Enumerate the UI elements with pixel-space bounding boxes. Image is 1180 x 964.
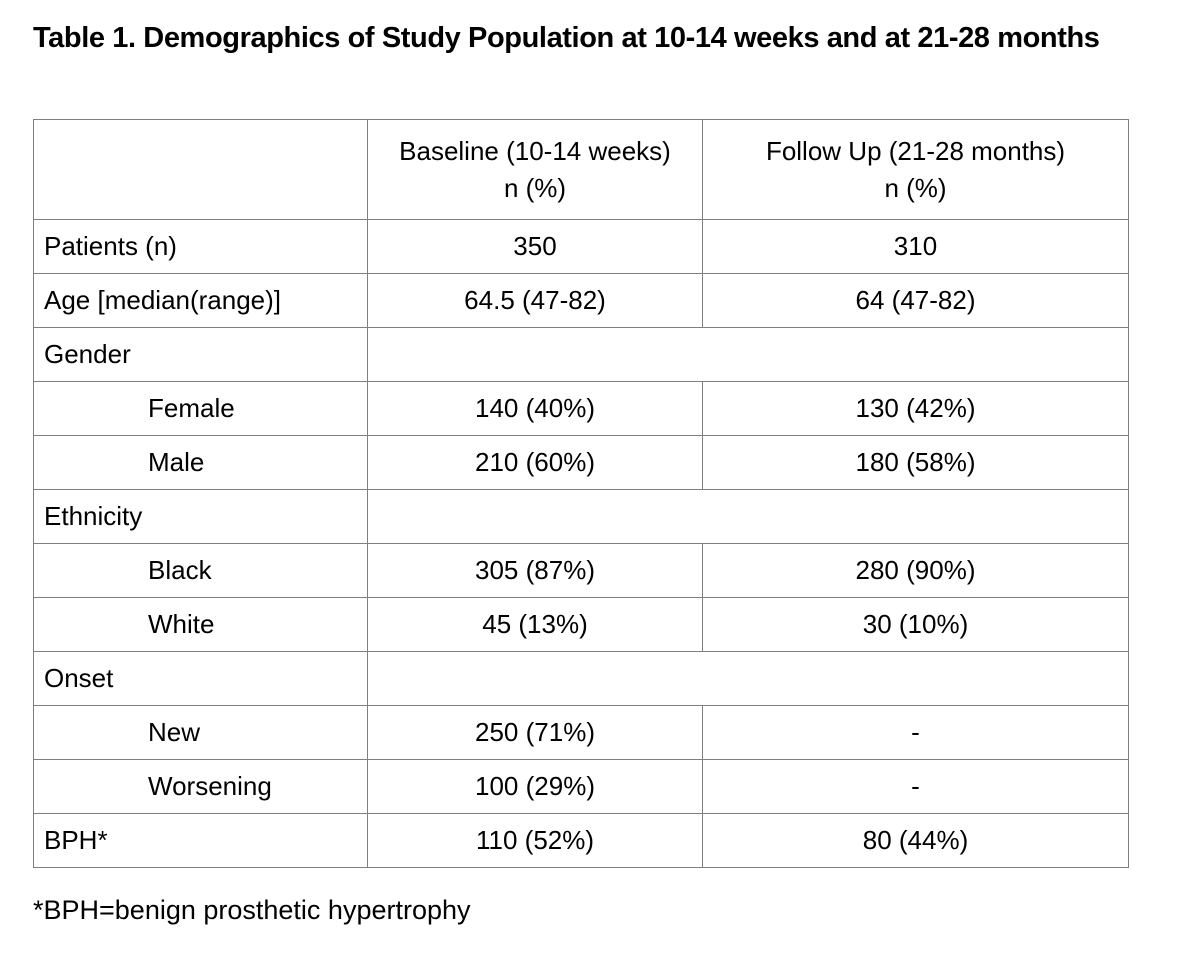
row-value-followup: -	[702, 705, 1129, 760]
row-label: BPH*	[33, 813, 368, 868]
row-value-baseline: 350	[367, 219, 703, 274]
table-row: White 45 (13%) 30 (10%)	[33, 597, 1129, 652]
table-footnote: *BPH=benign prosthetic hypertrophy	[33, 895, 471, 925]
row-value-followup: 130 (42%)	[702, 381, 1129, 436]
row-value-baseline: 64.5 (47-82)	[367, 273, 703, 328]
table-row: BPH* 110 (52%) 80 (44%)	[33, 813, 1129, 868]
row-value-followup: 180 (58%)	[702, 435, 1129, 490]
row-label: Worsening	[33, 759, 368, 814]
row-value-followup: -	[702, 759, 1129, 814]
table-title: Table 1. Demographics of Study Populatio…	[33, 22, 1100, 54]
row-value-followup: 310	[702, 219, 1129, 274]
table-row: Male 210 (60%) 180 (58%)	[33, 435, 1129, 490]
header-baseline-cell: Baseline (10-14 weeks) n (%)	[367, 119, 703, 220]
row-label: Ethnicity	[33, 489, 368, 544]
row-label: Gender	[33, 327, 368, 382]
header-followup-cell: Follow Up (21-28 months) n (%)	[702, 119, 1129, 220]
row-value-followup: 280 (90%)	[702, 543, 1129, 598]
row-label: White	[33, 597, 368, 652]
row-values-merged	[367, 489, 1129, 544]
table-row: New 250 (71%) -	[33, 705, 1129, 760]
row-value-baseline: 140 (40%)	[367, 381, 703, 436]
header-baseline-sublabel: n (%)	[503, 172, 567, 203]
row-label: Onset	[33, 651, 368, 706]
row-value-baseline: 250 (71%)	[367, 705, 703, 760]
row-value-baseline: 45 (13%)	[367, 597, 703, 652]
demographics-table: Baseline (10-14 weeks) n (%) Follow Up (…	[33, 119, 1129, 868]
row-label: Patients (n)	[33, 219, 368, 274]
table-row: Black 305 (87%) 280 (90%)	[33, 543, 1129, 598]
table-row: Ethnicity	[33, 489, 1129, 544]
row-label: Age [median(range)]	[33, 273, 368, 328]
row-value-baseline: 100 (29%)	[367, 759, 703, 814]
table-row: Worsening 100 (29%) -	[33, 759, 1129, 814]
row-label: Male	[33, 435, 368, 490]
table-row: Onset	[33, 651, 1129, 706]
table-row: Patients (n) 350 310	[33, 219, 1129, 274]
row-value-followup: 64 (47-82)	[702, 273, 1129, 328]
table-row: Gender	[33, 327, 1129, 382]
row-value-baseline: 305 (87%)	[367, 543, 703, 598]
row-value-followup: 30 (10%)	[702, 597, 1129, 652]
row-values-merged	[367, 651, 1129, 706]
row-label: Black	[33, 543, 368, 598]
header-followup-sublabel: n (%)	[884, 172, 947, 203]
header-empty-cell	[33, 119, 368, 220]
row-value-baseline: 110 (52%)	[367, 813, 703, 868]
header-baseline-label: Baseline (10-14 weeks)	[399, 136, 671, 167]
row-label: Female	[33, 381, 368, 436]
header-row: Baseline (10-14 weeks) n (%) Follow Up (…	[33, 119, 1129, 220]
row-value-baseline: 210 (60%)	[367, 435, 703, 490]
row-value-followup: 80 (44%)	[702, 813, 1129, 868]
row-values-merged	[367, 327, 1129, 382]
header-followup-label: Follow Up (21-28 months)	[765, 136, 1066, 167]
table-row: Female 140 (40%) 130 (42%)	[33, 381, 1129, 436]
table-row: Age [median(range)] 64.5 (47-82) 64 (47-82…	[33, 273, 1129, 328]
row-label: New	[33, 705, 368, 760]
